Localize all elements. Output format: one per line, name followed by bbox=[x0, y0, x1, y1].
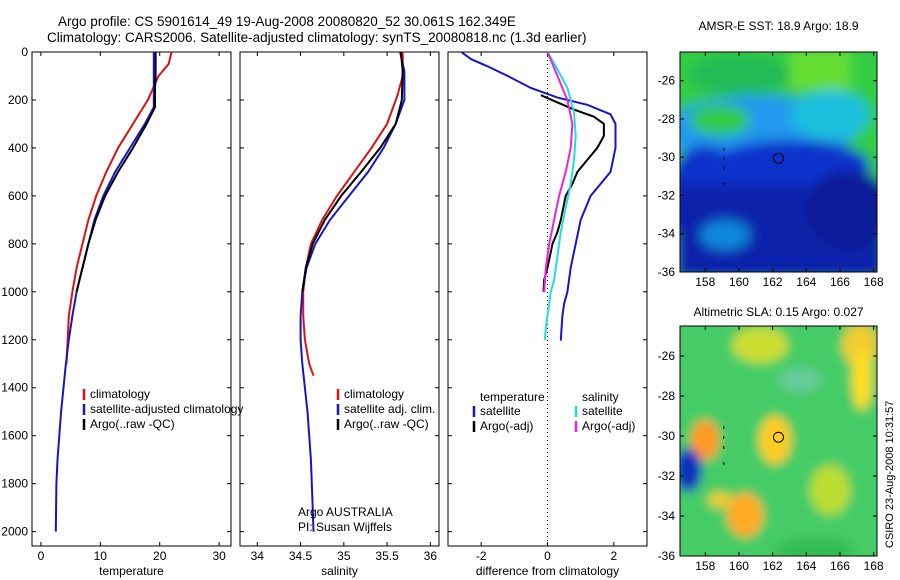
sst-map-panel bbox=[679, 51, 878, 273]
legend-label: Argo(-adj) bbox=[582, 419, 635, 433]
sst-map-title: AMSR-E SST: 18.9 Argo: 18.9 bbox=[698, 19, 858, 33]
sst-xtick-label: 168 bbox=[864, 275, 884, 289]
difference-series-argo--adj- bbox=[543, 51, 574, 292]
sla-map-frame bbox=[679, 325, 878, 557]
sst-ytick-label: -28 bbox=[658, 112, 676, 126]
sla-ytick-label: -30 bbox=[658, 429, 676, 443]
temperature-axes-frame bbox=[31, 51, 232, 547]
difference-xtick-label: 2 bbox=[610, 549, 617, 563]
sst-xtick-label: 162 bbox=[763, 275, 783, 289]
salinity-axes-frame bbox=[239, 51, 440, 547]
depth-tick-label: 1600 bbox=[1, 429, 28, 443]
depth-tick-label: 800 bbox=[8, 237, 28, 251]
sst-ytick-label: -34 bbox=[658, 227, 676, 241]
sst-ytick-label: -36 bbox=[658, 265, 676, 279]
depth-tick-label: 1400 bbox=[1, 381, 28, 395]
chart-marks-layer: 0 10 20 30temperature0200400600800100012001… bbox=[1, 19, 884, 578]
difference-xtick-label: 0 bbox=[544, 549, 551, 563]
legend-label: satellite-adjusted climatology bbox=[90, 402, 243, 416]
legend-label: satellite adj. clim. bbox=[344, 402, 435, 416]
sla-xtick-label: 168 bbox=[864, 559, 884, 573]
sla-ytick-label: -32 bbox=[658, 469, 676, 483]
sla-ytick-label: -36 bbox=[658, 549, 676, 563]
legend-header-temperature: temperature bbox=[480, 390, 545, 404]
depth-tick-label: 0 bbox=[21, 45, 28, 59]
difference-axes-frame bbox=[447, 51, 648, 547]
salinity-xtick-label: 36 bbox=[424, 549, 438, 563]
depth-tick-label: 2000 bbox=[1, 525, 28, 539]
sla-ytick-label: -26 bbox=[658, 349, 676, 363]
temperature-xtick-label: 10 bbox=[94, 549, 108, 563]
depth-tick-label: 200 bbox=[8, 93, 28, 107]
sla-xtick-label: 164 bbox=[796, 559, 816, 573]
salinity-series-argo---raw--qc- bbox=[301, 51, 404, 292]
temperature-xtick-label: 20 bbox=[153, 549, 167, 563]
sla-ytick-label: -28 bbox=[658, 389, 676, 403]
legend-label: Argo(-adj) bbox=[480, 419, 533, 433]
legend-label: Argo(..raw -QC) bbox=[90, 417, 175, 431]
temperature-xlabel: temperature bbox=[99, 564, 164, 578]
difference-xtick-label: -2 bbox=[476, 549, 487, 563]
sst-xtick-label: 160 bbox=[729, 275, 749, 289]
legend-label: satellite bbox=[582, 404, 623, 418]
temperature-series-argo---raw--qc- bbox=[75, 52, 157, 293]
sst-xtick-label: 158 bbox=[695, 275, 715, 289]
sst-map-frame bbox=[679, 51, 878, 273]
figure-title-line-2: Climatology: CARS2006. Satellite-adjuste… bbox=[47, 30, 587, 45]
difference-panel bbox=[447, 51, 648, 547]
sla-xtick-label: 166 bbox=[830, 559, 850, 573]
argo-float-position-marker bbox=[772, 152, 784, 164]
salinity-xtick-label: 35.5 bbox=[375, 549, 399, 563]
temperature-series-climatology bbox=[65, 51, 173, 364]
salinity-series-climatology bbox=[302, 52, 404, 377]
legend-label: climatology bbox=[344, 387, 404, 401]
salinity-xtick-label: 34 bbox=[251, 549, 265, 563]
sla-map-title: Altimetric SLA: 0.15 Argo: 0.027 bbox=[693, 305, 863, 319]
temperature-panel bbox=[31, 51, 232, 547]
temperature-xtick-label: 30 bbox=[212, 549, 226, 563]
temperature-xtick-label: 0 bbox=[38, 549, 45, 563]
salinity-xtick-label: 34.5 bbox=[289, 549, 313, 563]
depth-tick-label: 1800 bbox=[1, 477, 28, 491]
salinity-panel bbox=[239, 51, 440, 547]
sla-xtick-label: 158 bbox=[695, 559, 715, 573]
sst-ytick-label: -32 bbox=[658, 188, 676, 202]
depth-tick-label: 600 bbox=[8, 189, 28, 203]
legend-header-salinity: salinity bbox=[582, 390, 619, 404]
sla-map-panel bbox=[679, 325, 878, 557]
sst-field bbox=[680, 52, 877, 272]
difference-xlabel: difference from climatology bbox=[476, 564, 619, 578]
sla-xtick-label: 160 bbox=[729, 559, 749, 573]
depth-tick-label: 400 bbox=[8, 141, 28, 155]
difference-series-satellite bbox=[543, 51, 577, 340]
salinity-xlabel: salinity bbox=[321, 564, 358, 578]
legend-label: climatology bbox=[90, 387, 150, 401]
sst-ytick-label: -30 bbox=[658, 150, 676, 164]
difference-series-argo--adj- bbox=[540, 94, 605, 292]
profile-annotation: PI: Susan Wijffels bbox=[298, 520, 392, 534]
legend-label: satellite bbox=[480, 404, 521, 418]
difference-series-satellite bbox=[460, 51, 617, 341]
sla-xtick-label: 162 bbox=[763, 559, 783, 573]
sst-xtick-label: 164 bbox=[796, 275, 816, 289]
depth-tick-label: 1000 bbox=[1, 285, 28, 299]
salinity-xtick-label: 35 bbox=[337, 549, 351, 563]
sla-field bbox=[680, 326, 877, 556]
depth-tick-label: 1200 bbox=[1, 333, 28, 347]
sla-ytick-label: -34 bbox=[658, 509, 676, 523]
figure-title-line-1: Argo profile: CS 5901614_49 19-Aug-2008 … bbox=[58, 14, 516, 29]
profile-annotation: Argo AUSTRALIA bbox=[298, 505, 393, 519]
argo-float-position-marker bbox=[772, 431, 784, 443]
legend-label: Argo(..raw -QC) bbox=[344, 417, 429, 431]
sst-ytick-label: -26 bbox=[658, 74, 676, 88]
sst-xtick-label: 166 bbox=[830, 275, 850, 289]
